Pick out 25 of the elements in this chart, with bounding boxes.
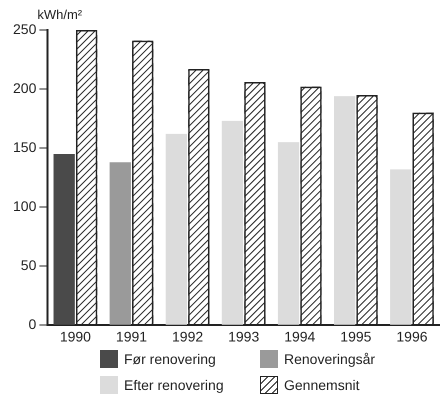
x-tick-label: 1990 [60,328,92,344]
bar [278,142,300,325]
x-tick-label: 1994 [284,328,316,344]
legend-label: Gennemsnit [284,377,360,393]
legend-label: Efter renovering [124,377,224,393]
bar [390,169,412,325]
bar [166,134,188,325]
y-tick-label: 100 [13,198,37,214]
bar [110,162,131,325]
x-tick-label: 1995 [340,328,372,344]
x-tick-label: 1993 [228,328,260,344]
y-tick-label: 0 [28,316,37,332]
x-tick-label: 1992 [172,328,204,344]
x-tick-label: 1991 [116,328,148,344]
bar [54,154,75,325]
y-tick-label: 200 [13,80,37,96]
y-axis-title: kWh/m² [37,7,83,22]
y-tick-label: 50 [20,257,37,274]
legend-label: Renoveringsår [284,351,376,367]
bar [222,120,244,325]
y-tick-label: 250 [13,20,37,37]
legend-label: Før renovering [124,351,216,367]
bar [334,96,356,325]
x-tick-label: 1996 [396,328,428,344]
y-tick-label: 150 [13,138,37,155]
